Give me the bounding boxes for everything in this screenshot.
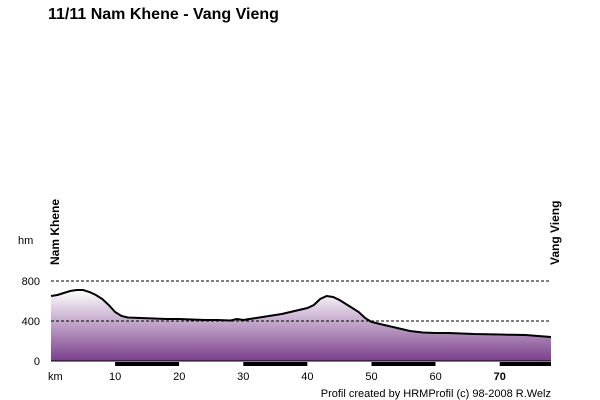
chart-title: 11/11 Nam Khene - Vang Vieng <box>48 6 279 23</box>
x-tick-label: 60 <box>429 371 441 383</box>
x-tick-label: 70 <box>494 371 506 383</box>
credit-text: Profil created by HRMProfil (c) 98-2008 … <box>321 388 551 400</box>
scale-segment <box>243 362 308 366</box>
scale-segment <box>307 362 372 366</box>
scale-segment <box>51 362 116 366</box>
y-tick-label: 0 <box>34 356 40 368</box>
x-tick-label: 50 <box>365 371 377 383</box>
scale-segment <box>435 362 500 366</box>
x-axis: 10 20 30 40 50 60 70 <box>109 371 506 383</box>
x-tick-label: 10 <box>109 371 121 383</box>
start-location-label: Nam Khene <box>48 199 62 265</box>
end-location-label: Vang Vieng <box>548 201 562 265</box>
scale-segment <box>371 362 436 366</box>
x-tick-label: 30 <box>237 371 249 383</box>
km-scale-bar <box>51 362 551 366</box>
y-axis: 0 400 800 <box>22 276 40 368</box>
scale-segment <box>115 362 180 366</box>
scale-segment <box>179 362 244 366</box>
elevation-line <box>50 289 552 338</box>
scale-segment <box>499 362 551 366</box>
x-tick-label: 20 <box>173 371 185 383</box>
y-axis-unit: hm <box>18 235 33 247</box>
plot-area <box>50 280 552 366</box>
y-tick-label: 400 <box>22 316 40 328</box>
x-axis-unit: km <box>48 371 63 383</box>
x-tick-label: 40 <box>301 371 313 383</box>
elevation-area <box>51 290 551 361</box>
y-tick-label: 800 <box>22 276 40 288</box>
